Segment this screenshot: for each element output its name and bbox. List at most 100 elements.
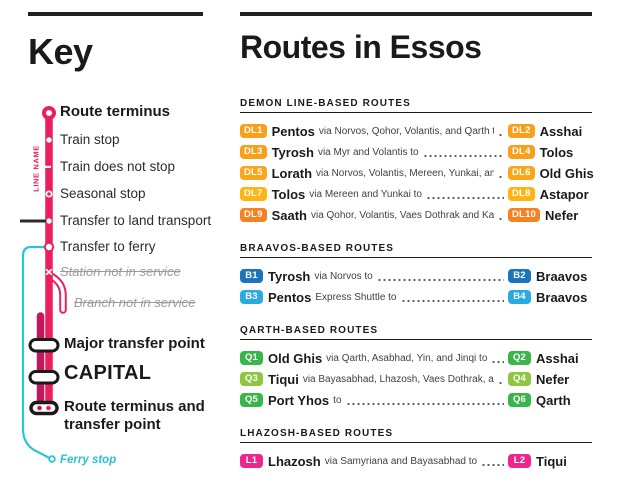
route-row: Q3 Tiqui via Bayasabhad, Lhazosh, Vaes D… [240, 369, 592, 389]
route-destination-group: B4 Braavos [508, 290, 592, 305]
section-heading: QARTH-BASED ROUTES [240, 325, 379, 337]
route-origin: Tyrosh [271, 144, 314, 160]
route-origin: Old Ghis [268, 350, 323, 366]
section-heading: BRAAVOS-BASED ROUTES [240, 243, 395, 255]
right-top-rule [240, 12, 592, 16]
train-stop-symbol [46, 137, 52, 143]
route-badge-from: Q5 [240, 393, 263, 407]
route-destination: Qarth [536, 392, 571, 408]
dotted-leader [491, 361, 504, 364]
route-badge-to: DL8 [508, 187, 535, 201]
route-badge-to: L2 [508, 454, 531, 468]
key-label-seasonal-stop: Seasonal stop [60, 186, 146, 201]
key-label-capital: CAPITAL [64, 362, 152, 384]
route-destination: Nefer [545, 207, 579, 223]
key-label-major-transfer: Major transfer point [64, 335, 205, 352]
ferry-stop-symbol [48, 455, 56, 463]
route-destination: Asshai [539, 123, 583, 139]
key-label-branch-not-in-service: Branch not in service [74, 295, 196, 310]
route-badge-from: Q1 [240, 351, 263, 365]
key-diagram [20, 106, 67, 463]
route-badge-from: DL1 [240, 124, 267, 138]
route-row: DL5 Lorath via Norvos, Volantis, Mereen,… [240, 163, 594, 183]
route-badge-to: Q4 [508, 372, 531, 386]
route-destination-group: DL8 Astapor [508, 187, 592, 202]
section-rows: DL1 Pentos via Norvos, Qohor, Volantis, … [240, 121, 594, 225]
key-panel: Key [0, 0, 232, 495]
routes-panel: Routes in Essos DEMON LINE-BASED ROUTES … [240, 0, 594, 472]
key-label-terminus-transfer: Route terminus and transfer point [64, 398, 205, 433]
dotted-leader [422, 155, 504, 158]
key-label-train-stop: Train stop [60, 132, 120, 147]
route-destination: Astapor [539, 186, 589, 202]
route-row: B1 Tyrosh via Norvos to B2 Braavos [240, 266, 592, 286]
route-origin: Lhazosh [268, 453, 321, 469]
dotted-leader [498, 382, 504, 385]
key-label-ferry-stop: Ferry stop [60, 454, 117, 466]
route-destination-group: L2 Tiqui [508, 454, 592, 469]
seasonal-stop-symbol [45, 190, 53, 198]
route-terminus-symbol [42, 106, 56, 120]
section-rows: L1 Lhazosh via Samyriana and Bayasabhad … [240, 451, 592, 471]
route-destination-group: DL10 Nefer [508, 208, 592, 223]
route-via: via Norvos to [314, 270, 373, 282]
route-origin: Pentos [271, 123, 315, 139]
key-label-no-stop: Train does not stop [60, 159, 176, 174]
route-badge-to: Q6 [508, 393, 531, 407]
route-destination: Old Ghis [539, 165, 594, 181]
section-rows: Q1 Old Ghis via Qarth, Asabhad, Yin, and… [240, 348, 592, 410]
route-section: QARTH-BASED ROUTES Q1 Old Ghis via Qarth… [240, 325, 592, 410]
section-rule [240, 112, 592, 114]
route-destination: Tolos [539, 144, 574, 160]
terminus-transfer-pill [29, 400, 59, 416]
no-stop-tick-symbol [42, 165, 51, 168]
route-badge-from: B3 [240, 290, 263, 304]
route-section: BRAAVOS-BASED ROUTES B1 Tyrosh via Norvo… [240, 243, 592, 307]
key-label-land-transport: Transfer to land transport [60, 213, 212, 228]
route-badge-from: DL5 [240, 166, 267, 180]
route-destination: Nefer [536, 371, 570, 387]
section-rule [240, 257, 592, 259]
line-name-label: LINE NAME [31, 145, 41, 192]
route-destination-group: DL6 Old Ghis [508, 165, 594, 181]
route-row: DL7 Tolos via Mereen and Yunkai to DL8 A… [240, 184, 592, 204]
major-transfer-pill [28, 338, 60, 353]
key-title: Key [28, 31, 93, 72]
route-badge-to: Q2 [508, 351, 531, 365]
route-destination-group: Q6 Qarth [508, 393, 592, 408]
route-row: B3 Pentos Express Shuttle to B4 Braavos [240, 287, 592, 307]
route-via: Express Shuttle to [315, 291, 397, 303]
route-destination: Tiqui [536, 453, 567, 469]
route-origin: Tolos [271, 186, 306, 202]
route-badge-to: B4 [508, 290, 531, 304]
ferry-line [21, 245, 50, 459]
ferry-transfer-symbol [43, 241, 55, 253]
route-badge-from: L1 [240, 454, 263, 468]
route-origin: Port Yhos [268, 392, 330, 408]
route-destination: Asshai [536, 350, 579, 366]
route-destination-group: DL2 Asshai [508, 124, 592, 139]
dotted-leader [345, 403, 504, 406]
route-row: DL9 Saath via Qohor, Volantis, Vaes Doth… [240, 205, 592, 225]
route-via: via Bayasabhad, Lhazosh, Vaes Dothrak, a… [302, 373, 494, 385]
route-via: via Qohor, Volantis, Vaes Dothrak and Ka… [310, 209, 494, 221]
route-origin: Pentos [268, 289, 312, 305]
route-via: via Mereen and Yunkai to [309, 188, 422, 200]
route-row: DL3 Tyrosh via Myr and Volantis to DL4 T… [240, 142, 592, 162]
dotted-leader [498, 176, 504, 179]
capital-pill [28, 370, 60, 385]
route-destination-group: Q2 Asshai [508, 351, 592, 366]
route-badge-to: B2 [508, 269, 531, 283]
left-top-rule [28, 12, 203, 16]
route-badge-to: DL2 [508, 124, 535, 138]
routes-title: Routes in Essos [240, 29, 482, 65]
route-row: Q1 Old Ghis via Qarth, Asabhad, Yin, and… [240, 348, 592, 368]
dotted-leader [481, 464, 504, 467]
route-via: via Norvos, Volantis, Mereen, Yunkai, an… [316, 167, 494, 179]
route-destination-group: DL4 Tolos [508, 145, 592, 160]
route-section: DEMON LINE-BASED ROUTES DL1 Pentos via N… [240, 98, 594, 225]
route-row: L1 Lhazosh via Samyriana and Bayasabhad … [240, 451, 592, 471]
route-badge-from: DL3 [240, 145, 267, 159]
route-via: via Myr and Volantis to [317, 146, 419, 158]
